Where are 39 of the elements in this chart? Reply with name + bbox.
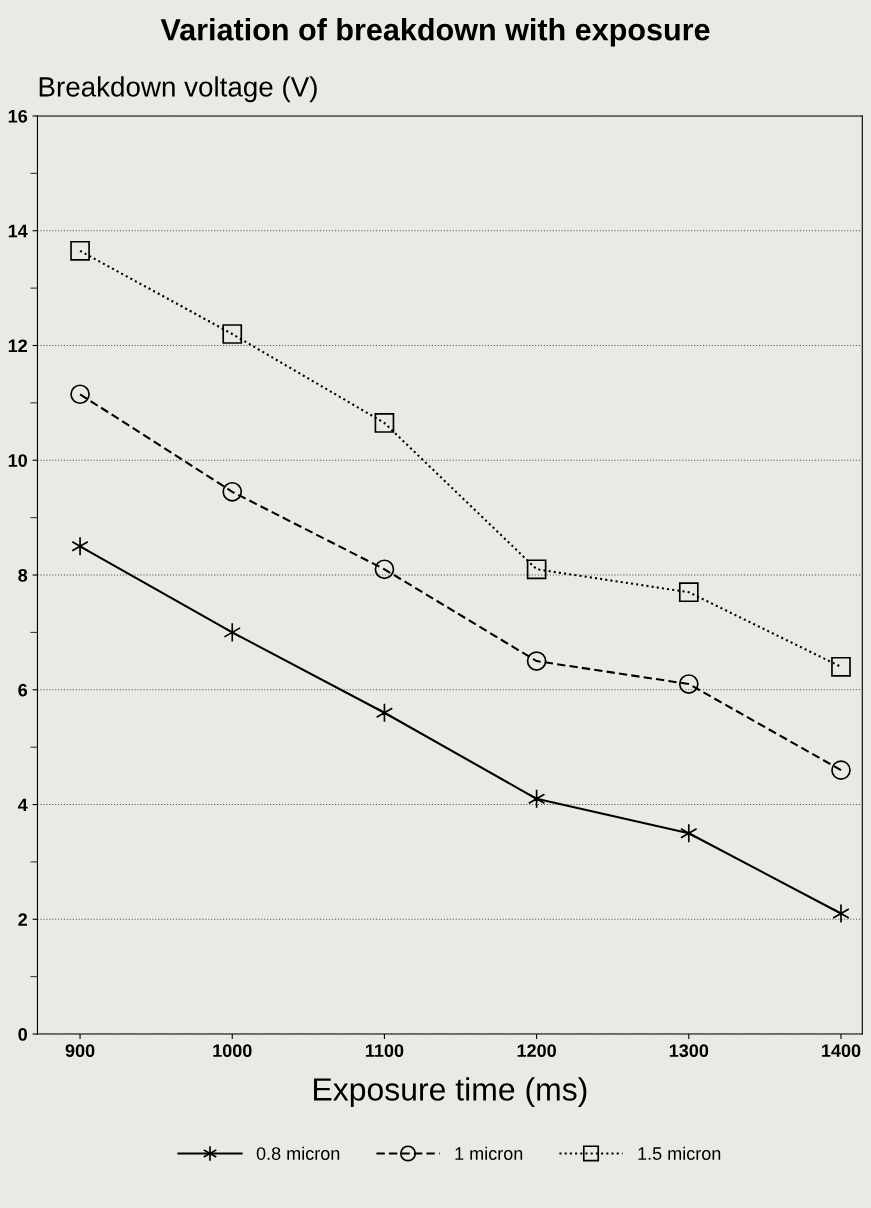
point [527,788,546,809]
y-axis-title: Breakdown voltage (V) [39,76,317,103]
x-tick-label: 1300 [669,1044,709,1058]
point [678,674,699,694]
point [831,760,851,780]
point [71,536,89,557]
point [680,823,698,844]
y-tick-label: 14 [8,224,28,238]
point [70,240,90,261]
x-tick-label: 1400 [822,1044,861,1058]
y-tick-label: 4 [17,798,28,812]
point [526,651,547,671]
y-tick-label: 10 [8,454,27,467]
y-tick-label: 6 [18,683,28,697]
point [374,559,395,580]
point [526,559,547,580]
legend-label: 1.5 micron [638,1146,721,1160]
legend-label: 0.8 micron [256,1146,340,1160]
x-tick-label: 1000 [213,1044,252,1058]
point [375,702,394,723]
y-tick-label: 16 [8,109,28,123]
point [831,656,851,677]
y-tick-label: 8 [18,568,28,582]
x-axis-title: Exposure time (ms) [314,1077,587,1108]
legend-label: 1 micron [455,1146,523,1160]
point [222,324,243,344]
point [223,622,241,643]
y-tick-label: 2 [18,913,28,926]
point [678,582,699,603]
point [832,903,850,924]
x-tick-label: 1100 [365,1044,404,1058]
y-tick-label: 0 [18,1027,27,1041]
x-tick-label: 1200 [517,1044,556,1058]
point [374,413,395,433]
x-tick-label: 900 [65,1044,95,1058]
point [222,481,243,502]
y-tick-label: 12 [8,339,28,353]
point [70,384,90,405]
chart-title: Variation of breakdown with exposure [160,18,710,47]
